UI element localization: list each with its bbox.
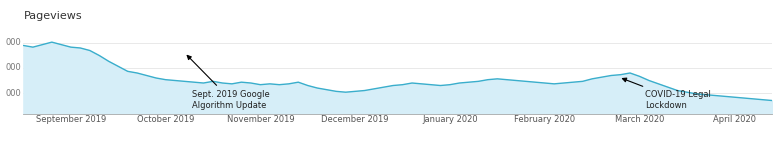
- Text: 000: 000: [5, 64, 21, 73]
- Text: Sept. 2019 Google
Algorithm Update: Sept. 2019 Google Algorithm Update: [187, 55, 270, 110]
- Text: 000: 000: [5, 38, 21, 47]
- Text: Pageviews: Pageviews: [23, 11, 82, 20]
- Text: 000: 000: [5, 88, 21, 98]
- Text: COVID-19 Legal
Lockdown: COVID-19 Legal Lockdown: [622, 78, 711, 110]
